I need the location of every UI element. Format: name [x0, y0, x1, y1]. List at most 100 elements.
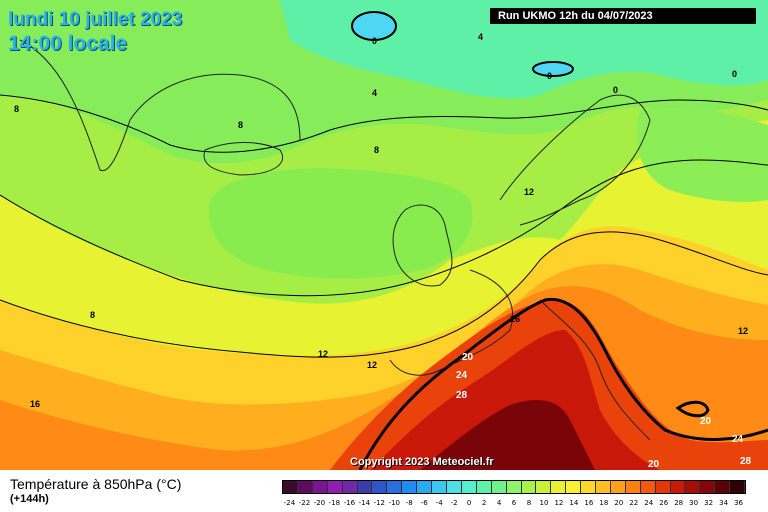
label-12: 12	[318, 349, 328, 359]
coastline-british-isles	[392, 204, 453, 287]
label-20: 20	[700, 416, 712, 427]
scale-label: 28	[674, 499, 684, 507]
color-scale-labels: -24 -22 -20 -18 -16 -14 -12 -10 -8 -6 -4 -2 0 2 4 6 8 10 1…	[282, 499, 746, 509]
scale-swatch	[521, 481, 537, 493]
scale-swatch	[715, 481, 731, 493]
label-12: 12	[367, 360, 377, 370]
scale-swatch	[670, 481, 686, 493]
scale-swatch	[446, 481, 462, 493]
scale-label: 6	[511, 499, 517, 507]
scale-label: -4	[435, 499, 443, 507]
label-24: 24	[456, 370, 468, 381]
isotherm-8	[0, 159, 768, 297]
label-0: 0	[613, 85, 618, 95]
scale-swatch	[312, 481, 328, 493]
forecast-time: 14:00 locale	[8, 32, 128, 55]
scale-label: 24	[644, 499, 654, 507]
scale-swatch	[432, 481, 447, 493]
scale-swatch	[327, 481, 343, 493]
scale-label: 10	[539, 499, 549, 507]
scale-label: -14	[358, 499, 371, 507]
isotherm-12	[0, 231, 768, 358]
scale-swatch	[357, 481, 373, 493]
coastline-europe	[389, 269, 651, 441]
scale-swatch	[536, 481, 552, 493]
scale-label: 20	[614, 499, 624, 507]
label-28: 28	[456, 390, 468, 401]
scale-swatch	[297, 481, 313, 493]
label-24: 24	[732, 434, 744, 445]
legend-subtitle: (+144h)	[10, 493, 49, 505]
scale-label: 22	[629, 499, 639, 507]
isotherm-4	[0, 94, 768, 153]
scale-swatch	[566, 481, 582, 493]
zone-green-atlantic	[208, 168, 473, 279]
scale-swatch	[387, 481, 403, 493]
scale-swatch	[625, 481, 641, 493]
scale-swatch	[417, 481, 433, 493]
scale-swatch	[640, 481, 656, 493]
scale-swatch	[476, 481, 492, 493]
scale-swatch	[461, 481, 477, 493]
scale-label: 26	[659, 499, 669, 507]
scale-label: 14	[569, 499, 579, 507]
zone-28-32	[370, 330, 660, 470]
label-20: 20	[462, 352, 474, 363]
isotherm-20	[358, 297, 768, 470]
scale-swatch	[372, 481, 388, 493]
scale-swatch	[730, 481, 746, 493]
label-12: 12	[738, 326, 748, 336]
scale-swatch	[506, 481, 522, 493]
coastline-greenland	[19, 39, 301, 172]
label-8: 8	[90, 310, 95, 320]
scale-swatch	[700, 481, 716, 493]
label-4: 4	[478, 32, 483, 42]
scale-label: -24	[283, 499, 296, 507]
zone-32-36	[420, 400, 595, 470]
scale-label: 0	[466, 499, 472, 507]
temperature-map: 0 0 0 0 4 4 8 8 8 8 12 12 12 12 16 16 20…	[0, 0, 768, 470]
label-16: 16	[30, 399, 40, 409]
zone-green-east	[636, 108, 768, 202]
scale-swatch	[551, 481, 567, 493]
scale-label: 2	[481, 499, 487, 507]
label-20: 20	[648, 459, 660, 470]
scale-label: -18	[328, 499, 341, 507]
coastline-iceland	[203, 142, 283, 176]
copyright-text: Copyright 2023 Meteociel.fr	[350, 456, 494, 468]
coastline-scandinavia	[499, 94, 651, 226]
label-4: 4	[372, 88, 377, 98]
scale-label: -2	[450, 499, 458, 507]
scale-swatch	[402, 481, 418, 493]
scale-label: -6	[420, 499, 428, 507]
zone-0-4	[280, 0, 768, 99]
label-0: 0	[372, 36, 377, 46]
label-8: 8	[374, 145, 379, 155]
scale-label: -8	[405, 499, 413, 507]
scale-swatch	[610, 481, 626, 493]
scale-label: 32	[704, 499, 714, 507]
scale-label: -12	[373, 499, 386, 507]
legend-title: Température à 850hPa (°C)	[10, 476, 182, 492]
scale-label: -16	[343, 499, 356, 507]
scale-label: 16	[584, 499, 594, 507]
label-28: 28	[740, 456, 752, 467]
scale-label: 4	[496, 499, 502, 507]
cold-pool-center	[532, 61, 574, 77]
scale-label: -22	[298, 499, 311, 507]
scale-swatch	[581, 481, 597, 493]
model-run-label: Run UKMO 12h du 04/07/2023	[490, 8, 756, 24]
scale-label: 30	[689, 499, 699, 507]
scale-label: -10	[388, 499, 400, 507]
label-8: 8	[14, 104, 19, 114]
scale-label: 18	[599, 499, 609, 507]
scale-label: 12	[554, 499, 564, 507]
scale-label: -20	[313, 499, 326, 507]
forecast-date: lundi 10 juillet 2023	[8, 9, 183, 30]
label-16: 16	[510, 314, 520, 324]
cold-pool-north	[351, 11, 397, 41]
label-8: 8	[238, 120, 243, 130]
scale-swatch	[685, 481, 701, 493]
scale-swatch	[491, 481, 507, 493]
scale-label: 8	[526, 499, 532, 507]
